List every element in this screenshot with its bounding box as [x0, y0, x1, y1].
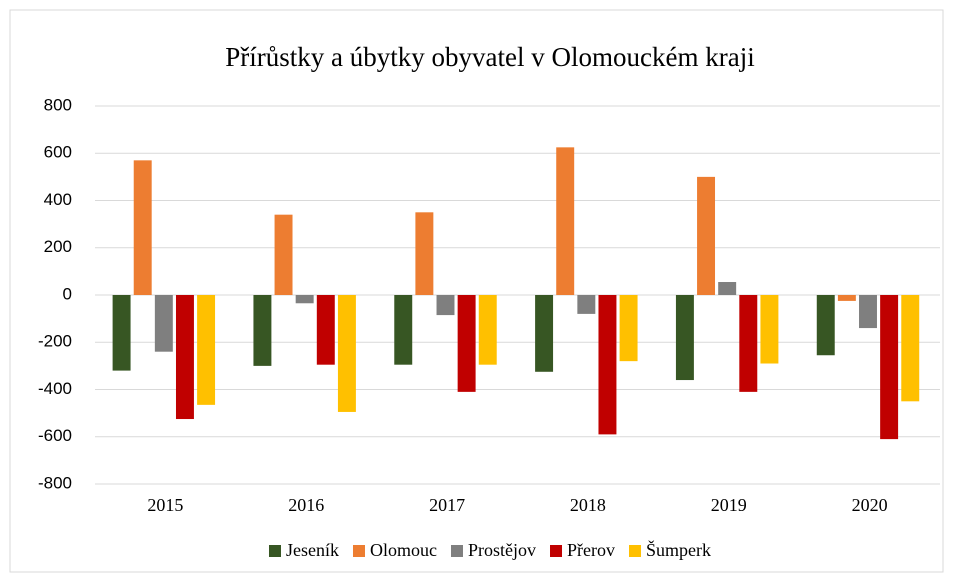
bar — [337, 295, 356, 412]
legend-swatch — [352, 545, 365, 557]
bar — [175, 295, 194, 420]
x-tick-label: 2017 — [429, 495, 465, 515]
bar — [816, 295, 835, 356]
legend-swatch — [629, 545, 642, 557]
bar — [415, 212, 434, 295]
x-tick-label: 2019 — [711, 495, 747, 515]
bar — [598, 295, 617, 435]
bar — [457, 295, 476, 392]
bar — [675, 295, 694, 381]
bar — [295, 295, 314, 304]
y-tick-label: 800 — [44, 95, 72, 114]
legend-swatch — [550, 545, 563, 557]
bar — [718, 282, 737, 295]
bar — [880, 295, 899, 440]
bar — [112, 295, 131, 371]
bar — [133, 160, 152, 295]
bar — [274, 214, 293, 295]
y-tick-label: -800 — [38, 473, 72, 492]
x-tick-label: 2020 — [852, 495, 888, 515]
chart-title: Přírůstky a úbytky obyvatel v Olomouckém… — [225, 42, 754, 72]
y-tick-label: 0 — [63, 284, 72, 303]
bar — [901, 295, 920, 402]
y-tick-label: -400 — [38, 379, 72, 398]
bar — [478, 295, 497, 365]
bar — [859, 295, 877, 329]
y-tick-label: -200 — [38, 332, 72, 351]
bar — [394, 295, 413, 365]
bar — [556, 147, 575, 295]
legend-label: Šumperk — [646, 539, 711, 560]
y-tick-label: 200 — [44, 237, 72, 256]
y-tick-label: -600 — [38, 426, 72, 445]
chart-border — [9, 9, 944, 573]
legend-label: Prostějov — [468, 540, 536, 560]
bar — [837, 295, 856, 301]
bar — [619, 295, 638, 362]
bar — [760, 295, 779, 364]
bar — [697, 176, 716, 295]
legend-label: Olomouc — [370, 540, 437, 560]
y-tick-label: 600 — [44, 143, 72, 162]
bar — [436, 295, 455, 316]
bar — [316, 295, 335, 365]
bar — [253, 295, 272, 366]
bar — [577, 295, 596, 314]
x-tick-label: 2015 — [147, 495, 183, 515]
bar — [739, 295, 758, 392]
bar — [535, 295, 554, 372]
y-tick-label: 400 — [44, 190, 72, 209]
x-tick-label: 2016 — [288, 495, 324, 515]
bar — [154, 295, 173, 352]
legend-swatch — [268, 545, 281, 557]
legend-swatch — [450, 545, 463, 557]
x-tick-label: 2018 — [570, 495, 606, 515]
bar — [197, 295, 216, 405]
legend-label: Jeseník — [286, 540, 339, 560]
legend-label: Přerov — [567, 540, 615, 560]
